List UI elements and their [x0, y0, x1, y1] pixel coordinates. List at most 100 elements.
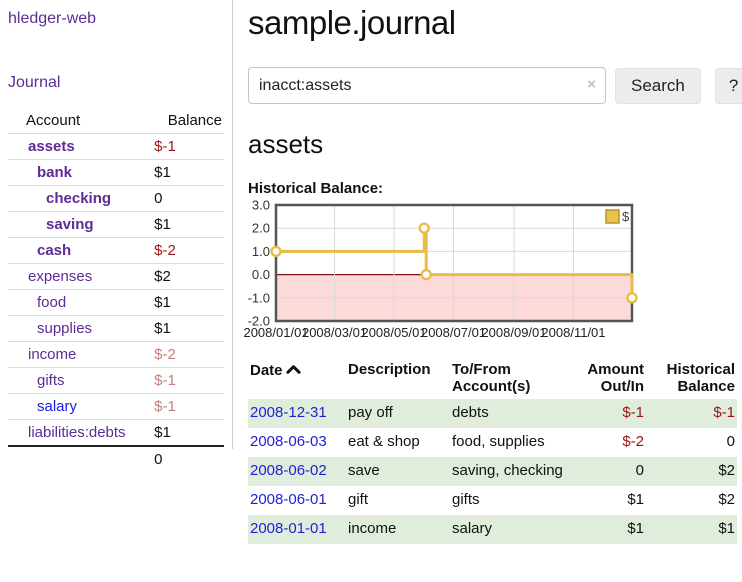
brand-link[interactable]: hledger-web — [8, 10, 97, 27]
accounts-rows: assets $-1 bank $1 checking 0 saving $1 cash $-2 e… — [8, 133, 224, 447]
chart-data-point[interactable] — [626, 292, 638, 304]
account-link[interactable]: expenses — [28, 268, 93, 285]
transaction-date-link[interactable]: 2008-12-31 — [250, 404, 327, 421]
transaction-balance: $-1 — [713, 404, 735, 421]
chart-data-point[interactable] — [270, 245, 282, 258]
transaction-balance: $2 — [718, 491, 735, 508]
transaction-row: 2008-06-02 save saving, checking 0 $2 — [248, 457, 737, 486]
account-link[interactable]: assets — [28, 138, 75, 155]
account-link[interactable]: cash — [37, 242, 72, 259]
account-balance: $1 — [154, 159, 224, 186]
account-link[interactable]: bank — [37, 164, 73, 181]
transaction-amount: 0 — [635, 462, 644, 479]
svg-text:2.0: 2.0 — [252, 221, 270, 236]
legend-label: $ — [622, 209, 630, 224]
transaction-accounts: food, supplies — [452, 433, 545, 450]
chart-data-point[interactable] — [418, 222, 430, 234]
account-row: income $-2 — [8, 341, 224, 368]
account-balance: $-1 — [154, 393, 224, 420]
transaction-date-link[interactable]: 2008-06-01 — [250, 491, 327, 508]
account-row: saving $1 — [8, 211, 224, 238]
transaction-amount: $-1 — [622, 404, 644, 421]
main-content: sample.journal × Search ? assets Histori… — [233, 0, 742, 544]
transaction-accounts: salary — [452, 520, 493, 537]
transaction-row: 2008-06-03 eat & shop food, supplies $-2 0 — [248, 428, 737, 457]
account-balance: $-2 — [154, 237, 224, 264]
chart-canvas[interactable]: 3.0 2.0 1.0 0.0 -1.0 -2.02008/01/012008/03/01… — [243, 198, 738, 343]
account-row: salary $-1 — [8, 393, 224, 420]
svg-text:-1.0: -1.0 — [248, 290, 270, 305]
svg-text:1.0: 1.0 — [252, 244, 270, 259]
search-bar: × Search ? — [248, 67, 742, 104]
accounts-header-account: Account — [8, 108, 155, 134]
account-row: supplies $1 — [8, 315, 224, 342]
transaction-description: pay off — [348, 404, 393, 421]
transaction-date-link[interactable]: 2008-01-01 — [250, 520, 327, 537]
transaction-balance: $2 — [718, 462, 735, 479]
account-row: assets $-1 — [8, 133, 224, 160]
account-row: gifts $-1 — [8, 367, 224, 394]
account-balance: $1 — [154, 211, 224, 238]
sidebar-item-journal[interactable]: Journal — [8, 74, 61, 91]
account-balance: $1 — [154, 315, 224, 342]
search-button[interactable]: Search — [615, 67, 701, 104]
account-link[interactable]: liabilities:debts — [28, 424, 126, 441]
transaction-description: gift — [348, 491, 369, 508]
account-balance: $-1 — [154, 367, 224, 394]
account-row: bank $1 — [8, 159, 224, 186]
svg-text:2008/07/01: 2008/07/01 — [421, 325, 486, 340]
register-rows: 2008-12-31 pay off debts $-1 $-1 2008-06-03 ea… — [248, 399, 737, 544]
transaction-description: eat & shop — [348, 433, 420, 450]
svg-text:3.0: 3.0 — [252, 198, 270, 213]
transaction-row: 2008-06-01 gift gifts $1 $2 — [248, 486, 737, 515]
transaction-accounts: debts — [452, 404, 489, 421]
account-row: liabilities:debts $1 — [8, 419, 224, 447]
transaction-amount: $-2 — [622, 433, 644, 450]
account-link[interactable]: food — [37, 294, 67, 311]
register-header-description: Description — [348, 361, 431, 378]
register-header-date[interactable]: Date — [248, 359, 346, 399]
transaction-description: save — [348, 462, 380, 479]
register-header-accounts: To/From Account(s) — [452, 361, 531, 395]
accounts-total-row: 0 — [8, 445, 224, 472]
account-link[interactable]: salary — [37, 398, 78, 415]
sidebar: hledger-web Journal Account Balance asse… — [0, 0, 233, 544]
account-balance: $1 — [154, 419, 224, 447]
account-balance: $2 — [154, 263, 224, 290]
transaction-balance: 0 — [726, 433, 735, 450]
transaction-amount: $1 — [627, 491, 644, 508]
account-heading: assets — [248, 129, 324, 159]
register-table: Date Description To/From Account(s) Amou… — [248, 359, 737, 544]
svg-text:-2.0: -2.0 — [248, 314, 270, 329]
transaction-accounts: gifts — [452, 491, 480, 508]
help-button[interactable]: ? — [714, 67, 742, 104]
sidebar-divider — [232, 0, 233, 449]
account-row: cash $-2 — [8, 237, 224, 264]
transaction-accounts: saving, checking — [452, 462, 563, 479]
account-link[interactable]: supplies — [37, 320, 93, 337]
account-balance: 0 — [154, 185, 224, 212]
account-link[interactable]: gifts — [37, 372, 65, 389]
chart-label: Historical Balance: — [248, 180, 384, 197]
transaction-date-link[interactable]: 2008-06-02 — [250, 462, 327, 479]
transaction-row: 2008-12-31 pay off debts $-1 $-1 — [248, 399, 737, 428]
account-balance: $1 — [154, 289, 224, 316]
clear-search-icon[interactable]: × — [587, 76, 596, 93]
account-link[interactable]: checking — [46, 190, 112, 207]
register-header-amount: Amount Out/In — [587, 361, 644, 395]
transaction-amount: $1 — [627, 520, 644, 537]
account-link[interactable]: income — [28, 346, 77, 363]
chart-data-point[interactable] — [420, 268, 432, 281]
accounts-table: Account Balance assets $-1 bank $1 checking 0… — [8, 108, 224, 472]
account-row: expenses $2 — [8, 263, 224, 290]
account-link[interactable]: saving — [46, 216, 94, 233]
account-balance: $-1 — [154, 133, 224, 160]
transaction-date-link[interactable]: 2008-06-03 — [250, 433, 327, 450]
search-input[interactable] — [248, 67, 606, 104]
svg-text:2008/09/01: 2008/09/01 — [481, 325, 546, 340]
account-row: food $1 — [8, 289, 224, 316]
sidebar-nav: Journal — [8, 74, 233, 92]
brand: hledger-web — [8, 10, 233, 28]
svg-text:0.0: 0.0 — [252, 267, 270, 282]
historical-balance-chart[interactable]: 3.0 2.0 1.0 0.0 -1.0 -2.0 2008/01/01 2008/03/01… — [243, 198, 742, 343]
